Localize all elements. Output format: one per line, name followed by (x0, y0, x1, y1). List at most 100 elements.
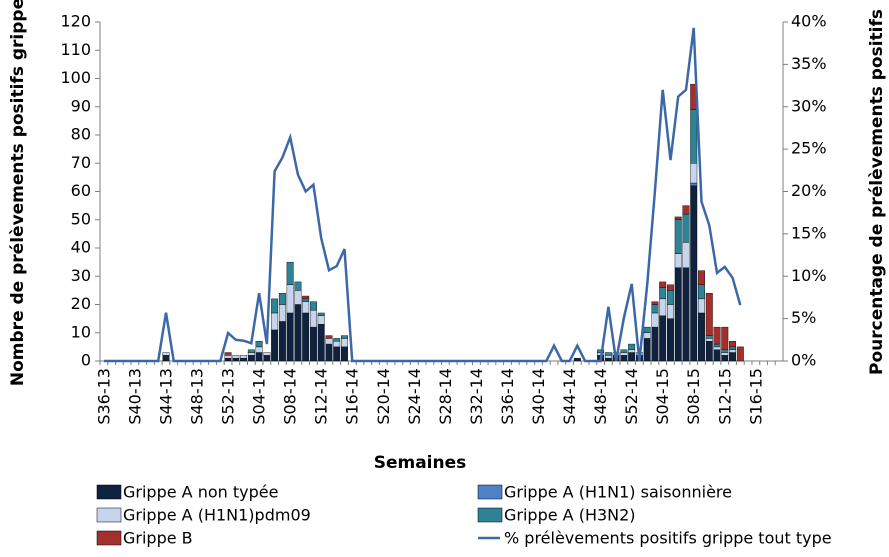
y2-axis-title: Pourcentage de prélèvements positifs (867, 9, 887, 375)
bar-segment (263, 352, 271, 356)
y-tick-label: 120 (60, 12, 91, 31)
bar-segment (325, 338, 333, 345)
bar-segment (682, 267, 690, 362)
y-tick-label: 80 (71, 125, 91, 144)
x-tick-label: S04-15 (653, 368, 672, 425)
bar-segment (682, 205, 690, 215)
legend-label: Grippe A (H1N1)pdm09 (123, 506, 311, 525)
x-tick-label: S36-13 (94, 368, 113, 425)
bar-segment (659, 281, 667, 288)
bar-segment (620, 355, 628, 362)
y2-tick-label: 30% (791, 96, 827, 115)
bar-segment (690, 182, 698, 187)
bar-segment (255, 352, 263, 362)
x-tick-label: S12-15 (715, 368, 734, 425)
bar-segment (278, 321, 286, 362)
y-tick-label: 60 (71, 181, 91, 200)
x-tick-label: S28-14 (436, 368, 455, 425)
bar-segment (682, 213, 690, 243)
x-tick-label: S16-14 (343, 368, 362, 425)
x-tick-label: S32-14 (467, 368, 486, 425)
bar-segment (309, 309, 317, 328)
bar-segment (651, 326, 659, 362)
x-tick-label: S36-14 (498, 368, 517, 425)
bar-segment (736, 346, 744, 362)
bar-segment (721, 352, 729, 356)
bar-segment (325, 343, 333, 362)
x-tick-label: S24-14 (405, 368, 424, 425)
y-tick-label: 110 (60, 40, 91, 59)
x-tick-label: S12-14 (312, 368, 331, 425)
bar-segment (240, 355, 248, 359)
legend-label: Grippe A (H3N2) (504, 506, 636, 525)
legend-swatch (477, 484, 503, 500)
bar-segment (162, 355, 170, 362)
bar-segment (721, 355, 729, 362)
y-tick-label: 0 (81, 351, 91, 370)
x-tick-label: S52-14 (622, 368, 641, 425)
x-tick-label: S08-15 (684, 368, 703, 425)
bar-segment (317, 312, 325, 317)
bar-segment (667, 304, 674, 319)
bar-segment (690, 109, 698, 164)
bar-segment (628, 343, 636, 350)
bar-segment (309, 301, 317, 311)
line (103, 27, 742, 363)
x-tick-label: S44-14 (560, 368, 579, 425)
bar-segment (705, 341, 713, 362)
bar-segment (729, 346, 737, 350)
bar-segment (278, 293, 286, 305)
y-tick-label: 70 (71, 153, 91, 172)
bar-segment (620, 349, 628, 353)
legend-swatch (96, 507, 122, 523)
y2-tick-label: 40% (791, 12, 827, 31)
bar-segment (729, 341, 737, 348)
bar-segment (302, 301, 310, 314)
bar-segment (674, 253, 682, 268)
bar-segment (247, 352, 255, 356)
bar-segment (271, 298, 279, 314)
bar-segment (690, 185, 698, 362)
bar-segment (659, 315, 667, 362)
bar-segment (255, 341, 263, 348)
bar-segment (659, 298, 667, 317)
y-tick-label: 30 (71, 266, 91, 285)
x-tick-label: S16-15 (746, 368, 765, 425)
y-tick-label: 10 (71, 322, 91, 341)
bar-segment (247, 355, 255, 362)
y2-tick-label: 35% (791, 54, 827, 73)
bar-segment (263, 355, 271, 362)
bar-segment (705, 335, 713, 339)
bar-segment (643, 338, 651, 362)
bar-segment (341, 338, 348, 348)
x-axis-title: Semaines (374, 453, 467, 473)
bar-segment (690, 163, 698, 184)
x-tick-label: S08-14 (281, 368, 300, 425)
bar-segment (604, 352, 612, 356)
bar-segment (698, 270, 705, 285)
bar-segment (271, 329, 279, 362)
bar-segment (682, 242, 690, 268)
x-tick-label: S04-14 (250, 368, 269, 425)
y-tick-label: 20 (71, 294, 91, 313)
bar-segment (333, 338, 341, 342)
bar-segment (628, 352, 636, 362)
bar-segment (651, 312, 659, 328)
bar-segment (713, 346, 721, 350)
bar-segment (309, 326, 317, 362)
bar-segment (232, 355, 240, 359)
x-tick-label: S40-14 (529, 368, 548, 425)
x-tick-label: S48-14 (591, 368, 610, 425)
bar-segment (302, 312, 310, 362)
bar-segment (667, 290, 674, 305)
x-tick-label: S48-13 (188, 368, 207, 425)
bar-segment (713, 343, 721, 348)
bar-segment (333, 341, 341, 348)
bar-segment (224, 355, 232, 359)
bar-segment (224, 357, 232, 362)
bar-segment (643, 332, 651, 339)
bar-segment (667, 284, 674, 291)
y-tick-label: 50 (71, 209, 91, 228)
bar-segment (604, 357, 612, 362)
bar-segment (674, 216, 682, 220)
